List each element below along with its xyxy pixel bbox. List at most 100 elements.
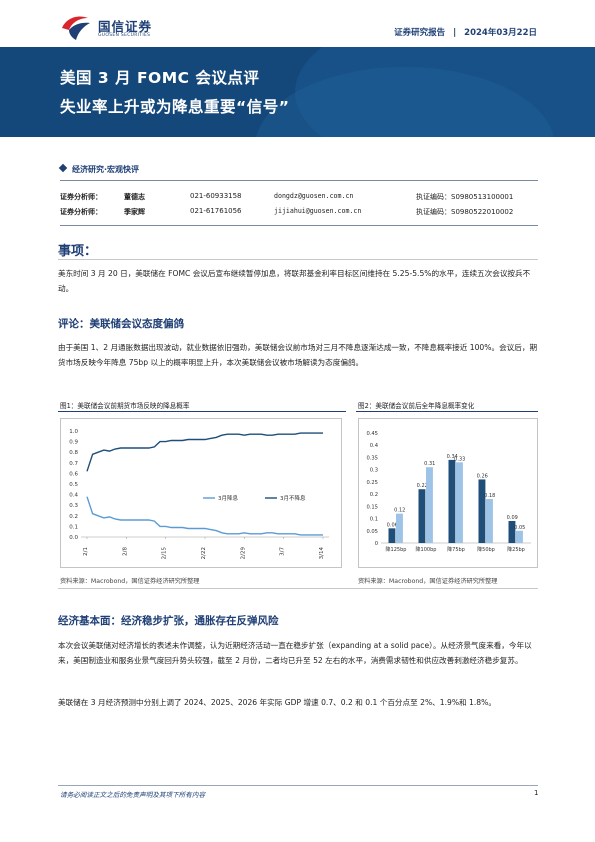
divider — [58, 588, 538, 589]
bar — [516, 530, 523, 543]
report-date: 2024年03月22日 — [464, 28, 537, 38]
section-tag-label: 经济研究·宏观快评 — [72, 165, 140, 174]
x-tick-label: 降100bp — [416, 546, 437, 553]
logo-name-cn: 国信证券 — [98, 19, 153, 34]
analyst-name: 董德志 — [124, 193, 145, 201]
bar — [478, 479, 486, 543]
diamond-icon — [58, 163, 68, 173]
events-heading: 事项： — [58, 244, 98, 259]
bar — [418, 489, 426, 543]
bar-chart: 0 0.05 0.1 0.15 0.2 0.25 0.3 0.35 0.4 0.45 降125bp 0… — [358, 418, 538, 568]
figure2-title: 图2：美联储会议前后全年降息概率变化 — [358, 402, 475, 410]
report-subtitle: 失业率上升或为降息重要“信号” — [60, 98, 290, 116]
page-number: 1 — [534, 789, 539, 797]
commentary-heading: 评论：美联储会议态度偏鸽 — [58, 318, 184, 330]
analyst-email[interactable]: dongdz@guosen.com.cn — [274, 192, 354, 200]
header-separator: | — [453, 28, 457, 38]
y-tick-label: 0.15 — [366, 504, 378, 510]
y-tick-label: 1.0 — [69, 429, 78, 435]
footer-divider — [58, 785, 538, 786]
divider — [58, 259, 538, 260]
y-tick-label: 0.35 — [366, 455, 378, 461]
y-tick-label: 0.25 — [366, 480, 378, 486]
section-tag: 经济研究·宏观快评 — [58, 163, 140, 175]
bar-chart-svg: 0 0.05 0.1 0.15 0.2 0.25 0.3 0.35 0.4 0.45 降125bp 0… — [366, 431, 531, 553]
x-tick-label: 3/14 — [319, 547, 325, 560]
y-tick-label: 0.5 — [69, 482, 78, 488]
bar-value-label: 0.22 — [417, 483, 428, 489]
series-line — [86, 432, 323, 472]
y-tick-label: 0.8 — [69, 450, 78, 456]
analyst-row: 证券分析师： 董德志 021-60933158 dongdz@guosen.co… — [60, 192, 538, 204]
analyst-row: 证券分析师： 季家辉 021-61761056 jijiahui@guosen.… — [60, 207, 538, 219]
y-tick-label: 0.45 — [366, 431, 378, 437]
y-tick-label: 0.2 — [370, 492, 378, 498]
figure2-source: 资料来源：Macrobond，国信证券经济研究所整理 — [358, 578, 498, 585]
bar-value-label: 0.12 — [394, 508, 405, 514]
analyst-license: 执证编码：S0980513100001 — [416, 193, 514, 201]
bar — [448, 459, 456, 543]
fundamentals-text-2: 美联储在 3 月经济预测中分别上调了 2024、2025、2026 年实际 GD… — [58, 698, 496, 707]
analyst-name: 季家辉 — [124, 208, 145, 216]
events-text: 美东时间 3 月 20 日，美联储在 FOMC 会议后宣布继续暂停加息，将联邦基… — [58, 269, 531, 293]
y-tick-label: 0.4 — [370, 443, 379, 449]
bar-value-label: 0.26 — [477, 473, 488, 479]
legend-label: 3月不降息 — [280, 494, 306, 502]
analyst-email[interactable]: jijiahui@guosen.com.cn — [274, 207, 362, 215]
x-tick-label: 降25bp — [507, 546, 525, 553]
bar — [426, 467, 433, 543]
bar-value-label: 0.18 — [484, 493, 495, 499]
divider — [60, 180, 538, 181]
fundamentals-text-1: 本次会议美联储对经济增长的表述未作调整，认为近期经济活动一直在稳步扩张（expa… — [58, 641, 532, 665]
y-tick-label: 0.05 — [366, 529, 378, 535]
y-tick-label: 0.3 — [370, 468, 378, 474]
bar-value-label: 0.05 — [514, 525, 525, 531]
bar-value-label: 0.06 — [387, 522, 398, 528]
bar-value-label: 0.34 — [447, 454, 458, 460]
bar — [396, 513, 403, 543]
company-logo: 国信证券 GUOSEN SECURITIES — [60, 14, 170, 44]
y-tick-label: 0.9 — [69, 440, 78, 446]
fundamentals-heading: 经济基本面：经济稳步扩张，通胀存在反弹风险 — [58, 615, 279, 627]
bar — [508, 521, 516, 543]
bar — [456, 462, 463, 543]
report-type: 证券研究报告 — [394, 28, 446, 38]
analyst-role: 证券分析师： — [60, 193, 102, 201]
x-tick-label: 2/29 — [240, 547, 246, 560]
analyst-phone: 021-60933158 — [190, 192, 242, 200]
commentary-text: 由于美国 1、2 月通胀数据出现波动，就业数据依旧强劲，美联储会议前市场对三月不… — [58, 343, 538, 367]
y-tick-label: 0.7 — [69, 461, 78, 467]
y-tick-label: 0.2 — [69, 514, 78, 520]
bar-value-label: 0.31 — [424, 461, 435, 467]
analyst-role: 证券分析师： — [60, 208, 102, 216]
bar-value-label: 0.33 — [454, 456, 465, 462]
divider — [60, 225, 538, 226]
report-title: 美国 3 月 FOMC 会议点评 — [60, 69, 260, 87]
y-tick-label: 0.3 — [69, 503, 78, 509]
y-tick-label: 0 — [375, 541, 378, 547]
x-tick-label: 2/15 — [162, 547, 168, 560]
line-chart-svg: 0.0 0.1 0.2 0.3 0.4 0.5 0.6 0.7 0.8 0.9 1.0 2/1 2/8 2… — [69, 429, 329, 560]
report-info: 证券研究报告 | 2024年03月22日 — [394, 26, 537, 38]
disclaimer-note[interactable]: 请务必阅读正文之后的免责声明及其项下所有内容 — [60, 791, 206, 799]
figure1-title: 图1：美联储会议前期货市场反映的降息概率 — [60, 402, 190, 410]
bar — [388, 528, 396, 543]
x-tick-label: 降125bp — [386, 546, 407, 553]
legend-label: 3月降息 — [218, 494, 238, 502]
analyst-phone: 021-61761056 — [190, 207, 242, 215]
divider — [356, 411, 538, 412]
y-tick-label: 0.1 — [69, 524, 78, 530]
x-tick-label: 3/7 — [280, 547, 286, 556]
logo-name-en: GUOSEN SECURITIES — [98, 33, 151, 38]
figure1-source: 资料来源：Macrobond，国信证券经济研究所整理 — [60, 578, 200, 585]
x-tick-label: 2/8 — [122, 547, 128, 556]
x-tick-label: 降50bp — [477, 546, 495, 553]
bar-value-label: 0.09 — [507, 515, 518, 521]
title-banner — [0, 47, 595, 137]
x-tick-label: 2/1 — [83, 547, 89, 556]
bar — [486, 499, 493, 543]
y-tick-label: 0.1 — [370, 517, 378, 523]
x-tick-label: 2/22 — [201, 547, 207, 559]
logo-mark-icon — [62, 16, 90, 40]
y-tick-label: 0.6 — [69, 471, 78, 477]
